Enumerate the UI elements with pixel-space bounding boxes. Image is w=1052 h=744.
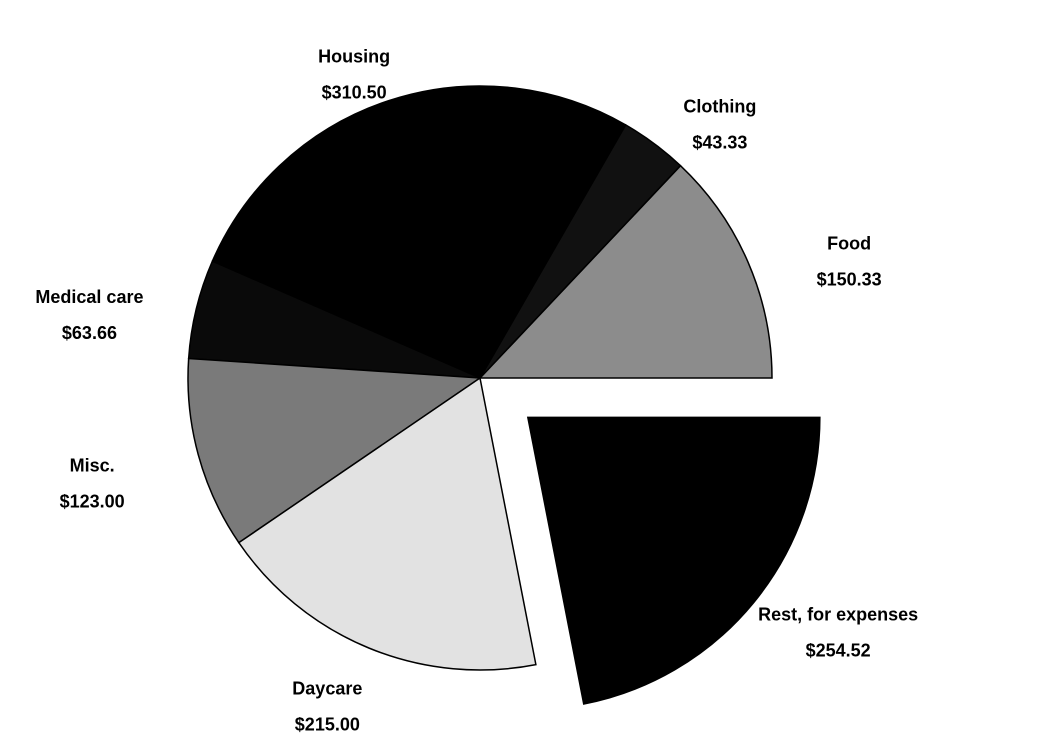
slice-label: Food <box>827 233 871 253</box>
pie-slice <box>526 416 821 705</box>
pie-slice <box>211 85 627 379</box>
slice-value-label: $43.33 <box>692 132 747 152</box>
slice-label: Housing <box>318 47 390 67</box>
slice-value-label: $310.50 <box>322 83 387 103</box>
slice-value-label: $215.00 <box>295 715 360 735</box>
slice-label: Medical care <box>35 287 143 307</box>
slice-value-label: $63.66 <box>62 323 117 343</box>
slice-label: Clothing <box>683 96 756 116</box>
slice-value-label: $150.33 <box>817 269 882 289</box>
slice-value-label: $254.52 <box>806 641 871 661</box>
slice-label: Misc. <box>70 455 115 475</box>
pie-slice <box>237 376 537 671</box>
slice-value-label: $123.00 <box>60 491 125 511</box>
slice-label: Rest, for expenses <box>758 605 918 625</box>
pie-slice <box>187 357 483 544</box>
slice-label: Daycare <box>292 679 362 699</box>
pie-slice <box>478 164 773 379</box>
